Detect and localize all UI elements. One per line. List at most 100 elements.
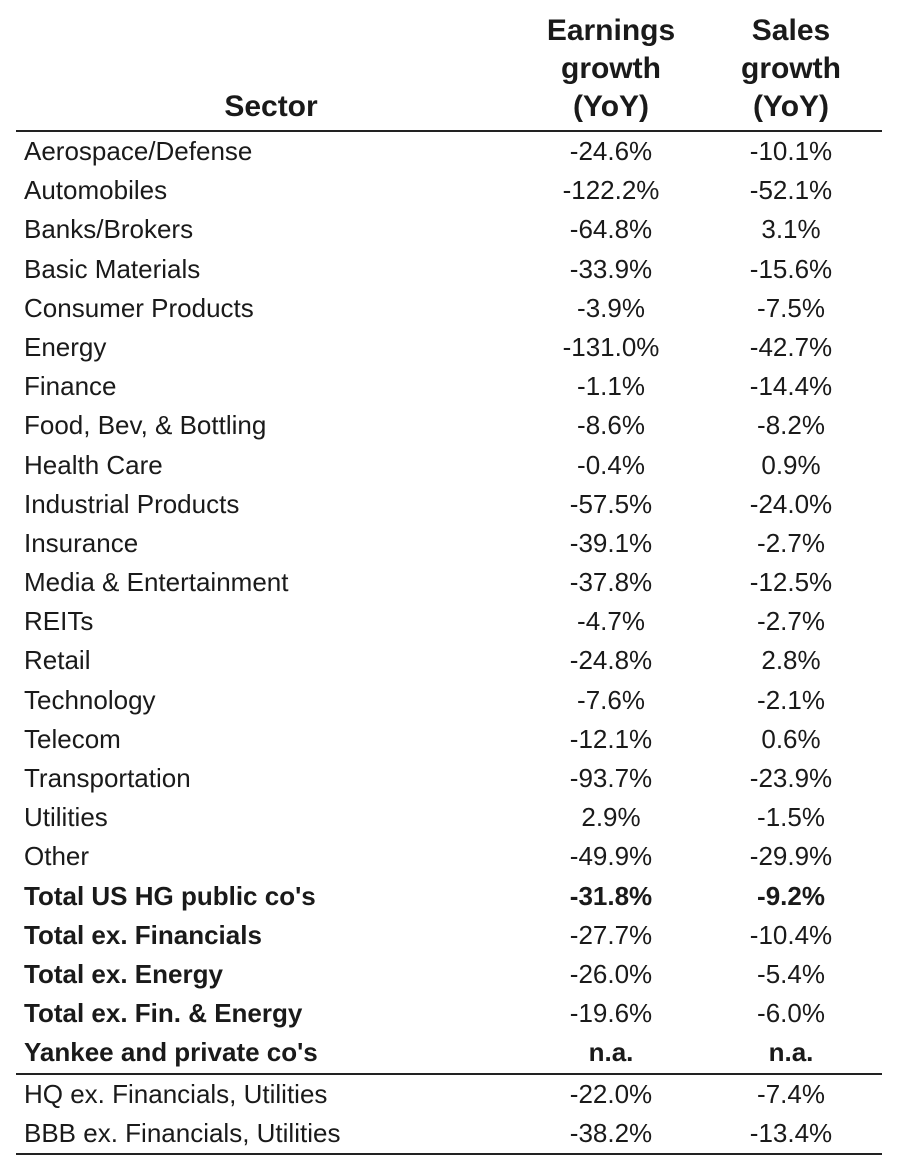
sales-growth-value: -2.7% (757, 527, 825, 558)
table-row: REITs -4.7% -2.7% (16, 602, 882, 641)
footer-rows: HQ ex. Financials, Utilities -22.0% -7.4% B… (16, 1075, 882, 1153)
sector-name: Industrial Products (24, 488, 240, 519)
table-row: Other -49.9% -29.9% (16, 837, 882, 876)
sector-name: Total US HG public co's (24, 880, 316, 911)
earnings-growth-value: -33.9% (569, 253, 653, 284)
sales-growth-value: -9.2% (757, 880, 825, 911)
header-earnings-line-1: Earnings (546, 14, 676, 47)
sector-name: Yankee and private co's (24, 1037, 318, 1068)
table-row: Aerospace/Defense -24.6% -10.1% (16, 132, 882, 171)
earnings-growth-value: -38.2% (569, 1117, 653, 1148)
earnings-growth-value: -4.7% (577, 606, 645, 637)
sales-growth-value: 3.1% (761, 214, 821, 245)
sector-name: Aerospace/Defense (24, 136, 253, 166)
table-row: Automobiles -122.2% -52.1% (16, 171, 882, 210)
sales-growth-value: -15.6% (749, 253, 833, 284)
table-divider (16, 1072, 882, 1075)
sales-growth-value: -13.4% (749, 1117, 833, 1148)
sector-name: Energy (24, 331, 107, 362)
table-bottom-rule (16, 1152, 882, 1155)
sector-name: Health Care (24, 449, 163, 480)
earnings-growth-value: -26.0% (569, 958, 653, 989)
table-row: Total ex. Energy -26.0% -5.4% (16, 955, 882, 994)
earnings-growth-value: -12.1% (569, 723, 653, 754)
earnings-growth-value: -131.0% (562, 331, 660, 362)
table-row: Total ex. Fin. & Energy -19.6% -6.0% (16, 994, 882, 1033)
total-rows: Total US HG public co's -31.8% -9.2% Total … (16, 877, 882, 1073)
earnings-growth-value: 2.9% (581, 802, 641, 833)
earnings-growth-value: -64.8% (569, 214, 653, 245)
sales-growth-value: -29.9% (749, 841, 833, 872)
sales-growth-value: n.a. (768, 1037, 814, 1068)
sector-name: Insurance (24, 527, 139, 558)
sector-name: Transportation (24, 763, 191, 793)
earnings-growth-value: -19.6% (569, 998, 653, 1029)
earnings-growth-value: -22.0% (569, 1078, 653, 1109)
sector-name: Consumer Products (24, 292, 254, 323)
table-row: Media & Entertainment -37.8% -12.5% (16, 563, 882, 602)
earnings-growth-value: -57.5% (569, 488, 653, 519)
sector-rows: Aerospace/Defense -24.6% -10.1% Automobiles… (16, 132, 882, 877)
sector-name: Utilities (24, 802, 108, 833)
table-row: Industrial Products -57.5% -24.0% (16, 485, 882, 524)
table-row: Total ex. Financials -27.7% -10.4% (16, 916, 882, 955)
table-row: Banks/Brokers -64.8% 3.1% (16, 210, 882, 249)
sales-growth-value: -5.4% (757, 958, 825, 989)
sales-growth-value: -2.1% (757, 684, 825, 715)
header-sector: Sector (16, 88, 526, 126)
table-row: Technology -7.6% -2.1% (16, 681, 882, 720)
header-earnings-line-3: (YoY) (572, 90, 650, 123)
earnings-growth-value: -122.2% (562, 175, 660, 206)
sector-name: HQ ex. Financials, Utilities (24, 1078, 328, 1109)
table-row: Total US HG public co's -31.8% -9.2% (16, 877, 882, 916)
table-row: HQ ex. Financials, Utilities -22.0% -7.4% (16, 1075, 882, 1114)
table-row: Retail -24.8% 2.8% (16, 641, 882, 680)
sector-name: Telecom (24, 723, 121, 754)
table-row: Transportation -93.7% -23.9% (16, 759, 882, 798)
header-earnings-line-2: growth (561, 52, 661, 85)
table-row: Utilities 2.9% -1.5% (16, 798, 882, 837)
table-row: Health Care -0.4% 0.9% (16, 446, 882, 485)
sector-name: Total ex. Financials (24, 919, 262, 950)
header-sales-line-2: growth (741, 52, 841, 85)
sales-growth-value: -10.1% (749, 136, 833, 166)
earnings-growth-value: -8.6% (577, 410, 645, 441)
sector-name: Total ex. Fin. & Energy (24, 998, 303, 1029)
header-sales-growth: Sales growth (YoY) (706, 12, 876, 126)
header-sector-label: Sector (224, 90, 318, 123)
sales-growth-value: 0.9% (761, 449, 821, 480)
sales-growth-value: -10.4% (749, 919, 833, 950)
sector-name: Media & Entertainment (24, 567, 289, 598)
sales-growth-value: 2.8% (761, 645, 821, 676)
sales-growth-value: -7.5% (757, 292, 825, 323)
earnings-growth-value: -7.6% (577, 684, 645, 715)
sector-name: Basic Materials (24, 253, 201, 284)
earnings-growth-value: -93.7% (569, 763, 653, 793)
sector-name: Finance (24, 371, 117, 402)
table-row: Finance -1.1% -14.4% (16, 367, 882, 406)
sector-name: Banks/Brokers (24, 214, 194, 245)
sales-growth-value: -24.0% (749, 488, 833, 519)
earnings-growth-value: -3.9% (577, 292, 645, 323)
table-row: Consumer Products -3.9% -7.5% (16, 289, 882, 328)
sales-growth-value: -8.2% (757, 410, 825, 441)
earnings-growth-value: -27.7% (569, 919, 653, 950)
header-sales-line-3: (YoY) (752, 90, 830, 123)
table-header: Sector Earnings growth (YoY) Sales growt… (16, 0, 882, 132)
sales-growth-value: -7.4% (757, 1078, 825, 1109)
sector-name: Automobiles (24, 175, 168, 206)
sales-growth-value: -52.1% (749, 175, 833, 206)
sector-name: BBB ex. Financials, Utilities (24, 1117, 341, 1148)
table-row: Basic Materials -33.9% -15.6% (16, 250, 882, 289)
table-row: BBB ex. Financials, Utilities -38.2% -13.4… (16, 1114, 882, 1153)
sector-growth-table: Sector Earnings growth (YoY) Sales growt… (16, 0, 882, 1155)
earnings-growth-value: -37.8% (569, 567, 653, 598)
sales-growth-value: 0.6% (761, 723, 821, 754)
earnings-growth-value: -0.4% (577, 449, 645, 480)
earnings-growth-value: -39.1% (569, 527, 653, 558)
sector-name: Technology (24, 684, 156, 715)
sector-name: Other (24, 841, 90, 872)
table-row: Insurance -39.1% -2.7% (16, 524, 882, 563)
earnings-growth-value: n.a. (588, 1037, 634, 1068)
sales-growth-value: -2.7% (757, 606, 825, 637)
